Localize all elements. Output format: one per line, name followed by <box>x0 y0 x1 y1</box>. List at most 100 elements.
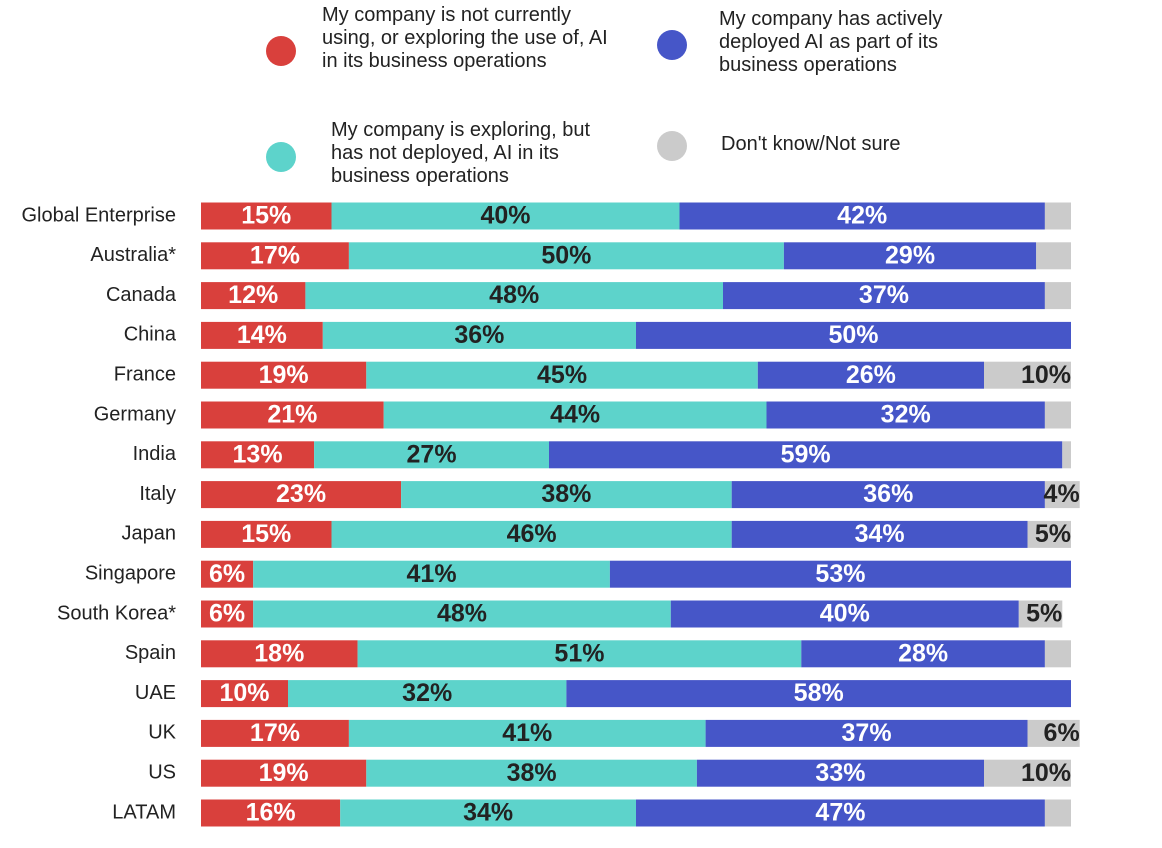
data-label: 16% <box>246 799 296 827</box>
bar-segment <box>201 242 349 270</box>
data-label: 50% <box>828 321 878 349</box>
bar-segment <box>201 282 306 310</box>
bar-segment <box>1027 719 1080 747</box>
data-label: 10% <box>1021 759 1071 787</box>
bar-segment <box>1018 600 1063 628</box>
bar-segment <box>1044 202 1071 230</box>
bar-segment <box>1027 520 1071 548</box>
bar-segment <box>696 759 984 787</box>
data-label: 47% <box>815 799 865 827</box>
bar-segment <box>201 680 288 708</box>
data-label: 27% <box>407 440 457 468</box>
data-label: 21% <box>267 401 317 429</box>
data-label: 19% <box>259 759 309 787</box>
legend-label: My company is exploring, but has not dep… <box>331 119 591 187</box>
bar-segment <box>401 481 732 509</box>
bar-segment <box>357 640 802 668</box>
bar-segment <box>305 282 723 310</box>
data-label: 41% <box>407 560 457 588</box>
data-label: 34% <box>855 520 905 548</box>
data-label: 18% <box>254 639 304 667</box>
data-label: 46% <box>507 520 557 548</box>
bar-segment <box>348 242 784 270</box>
data-label: 5% <box>1035 520 1071 548</box>
bar-segment <box>383 401 767 429</box>
bar-segment <box>1044 282 1071 310</box>
legend-label: My company is not currently using, or ex… <box>322 4 608 72</box>
y-tick-label: Italy <box>139 483 176 505</box>
data-label: 32% <box>881 401 931 429</box>
data-label: 38% <box>541 480 591 508</box>
bar-segment <box>609 560 1071 588</box>
bar-segment <box>984 759 1071 787</box>
bar-segment <box>366 361 758 389</box>
bar-segment <box>253 600 671 628</box>
y-tick-label: India <box>133 443 177 465</box>
bar-segment <box>801 640 1045 668</box>
bar-segment <box>1036 242 1071 270</box>
bar-segment <box>1044 401 1071 429</box>
data-label: 32% <box>402 679 452 707</box>
data-label: 28% <box>898 639 948 667</box>
data-label: 12% <box>228 281 278 309</box>
y-tick-label: Spain <box>125 642 176 664</box>
data-label: 6% <box>209 560 245 588</box>
y-tick-label: UAE <box>135 682 176 704</box>
data-label: 51% <box>554 639 604 667</box>
data-label: 10% <box>1021 361 1071 389</box>
bar-segment <box>322 321 636 349</box>
bar-segment <box>201 321 323 349</box>
data-label: 5% <box>1026 600 1062 628</box>
bar-segment <box>331 520 732 548</box>
data-label: 42% <box>837 202 887 230</box>
bar-segment <box>201 202 332 230</box>
data-label: 36% <box>863 480 913 508</box>
bar-segment <box>670 600 1019 628</box>
bar-segment <box>201 401 384 429</box>
data-label: 13% <box>233 440 283 468</box>
data-label: 38% <box>507 759 557 787</box>
y-tick-label: France <box>114 363 176 385</box>
y-tick-label: Singapore <box>85 562 176 584</box>
bar-segment <box>636 321 1071 349</box>
bar-segment <box>1062 441 1071 469</box>
data-label: 50% <box>541 241 591 269</box>
data-label: 53% <box>815 560 865 588</box>
bar-segment <box>1044 799 1071 827</box>
data-label: 59% <box>781 440 831 468</box>
bar-segment <box>340 799 636 827</box>
bar-segment <box>757 361 984 389</box>
y-tick-label: Japan <box>122 523 177 545</box>
bar-segment <box>288 680 567 708</box>
legend-marker <box>266 142 296 172</box>
bar-segment <box>783 242 1037 270</box>
y-tick-label: Germany <box>94 403 176 425</box>
data-label: 29% <box>885 241 935 269</box>
data-label: 45% <box>537 361 587 389</box>
bar-segment <box>201 640 358 668</box>
bar-segment <box>566 680 1071 708</box>
legend-marker <box>657 30 687 60</box>
y-tick-label: Global Enterprise <box>21 204 176 226</box>
data-label: 48% <box>489 281 539 309</box>
data-label: 41% <box>502 719 552 747</box>
bar-segment <box>201 799 341 827</box>
bar-segment <box>253 560 610 588</box>
data-label: 15% <box>241 202 291 230</box>
data-label: 4% <box>1044 480 1080 508</box>
data-label: 6% <box>1044 719 1080 747</box>
legend-marker <box>657 131 687 161</box>
data-label: 10% <box>219 679 269 707</box>
data-label: 26% <box>846 361 896 389</box>
bar-segment <box>679 202 1045 230</box>
y-tick-label: US <box>148 761 176 783</box>
bar-segment <box>348 719 706 747</box>
bar-segment <box>331 202 680 230</box>
bar-segment <box>731 481 1045 509</box>
data-label: 37% <box>842 719 892 747</box>
y-tick-label: South Korea* <box>57 602 176 624</box>
bar-segment <box>201 759 367 787</box>
bar-segment <box>731 520 1028 548</box>
y-tick-label: Canada <box>106 284 177 306</box>
